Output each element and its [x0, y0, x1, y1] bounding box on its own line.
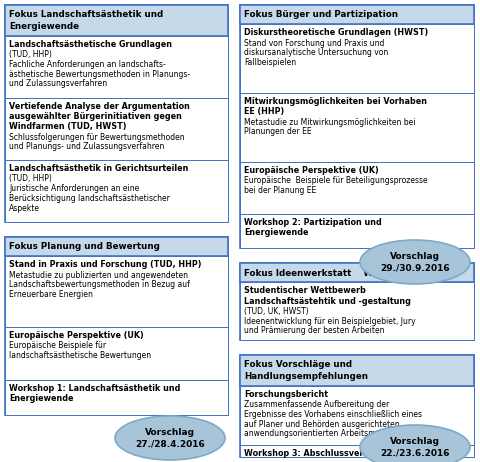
Text: Fokus Vorschläge und
Handlungsempfehlungen: Fokus Vorschläge und Handlungsempfehlung…: [244, 360, 368, 381]
Text: ausgewählter Bürgerinitiativen gegen: ausgewählter Bürgerinitiativen gegen: [9, 112, 182, 121]
Bar: [240, 263, 474, 282]
Text: ästhetische Bewertungsmethoden in Planungs-: ästhetische Bewertungsmethoden in Planun…: [9, 70, 190, 79]
Text: Landschaftsästehtik und -gestaltung: Landschaftsästehtik und -gestaltung: [244, 297, 411, 306]
Bar: [240, 5, 474, 24]
Ellipse shape: [115, 416, 225, 460]
Text: Landschaftsbewertungsmethoden in Bezug auf: Landschaftsbewertungsmethoden in Bezug a…: [9, 280, 190, 290]
Text: Fokus Ideenwerkstatt    WS 2016/17: Fokus Ideenwerkstatt WS 2016/17: [244, 268, 422, 277]
Text: Fokus Bürger und Partizipation: Fokus Bürger und Partizipation: [244, 10, 398, 19]
Bar: [5, 256, 228, 327]
Text: Schlussfolgerungen für Bewertungsmethoden: Schlussfolgerungen für Bewertungsmethode…: [9, 133, 185, 141]
Text: Landschaftsästhetik in Gerichtsurteilen: Landschaftsästhetik in Gerichtsurteilen: [9, 164, 188, 173]
Text: anwendungsorientierten Arbeitsmateriales: anwendungsorientierten Arbeitsmateriales: [244, 430, 409, 438]
Bar: [240, 263, 474, 340]
Text: bei der Planung EE: bei der Planung EE: [244, 186, 316, 195]
Text: Landschaftsästhetische Grundlagen: Landschaftsästhetische Grundlagen: [9, 40, 172, 49]
Bar: [240, 24, 474, 93]
Bar: [240, 386, 474, 445]
Bar: [5, 5, 228, 36]
Text: Metastudie zu Mitwirkungsmöglichkeiten bei: Metastudie zu Mitwirkungsmöglichkeiten b…: [244, 118, 416, 127]
Text: Stand von Forschung und Praxis und: Stand von Forschung und Praxis und: [244, 39, 384, 48]
Bar: [5, 5, 228, 222]
Text: Vorschlag
27./28.4.2016: Vorschlag 27./28.4.2016: [135, 428, 205, 448]
Bar: [240, 162, 474, 213]
Bar: [240, 5, 474, 248]
Text: Fokus Landschaftsästhetik und
Energiewende: Fokus Landschaftsästhetik und Energiewen…: [9, 11, 163, 30]
Bar: [5, 237, 228, 415]
Text: EE (HHP): EE (HHP): [244, 108, 284, 116]
Text: Fokus Planung und Bewertung: Fokus Planung und Bewertung: [9, 242, 160, 251]
Bar: [5, 327, 228, 380]
Text: Energiewende: Energiewende: [244, 228, 309, 237]
Bar: [240, 355, 474, 386]
Text: Workshop 3: Abschlussveranstaltung: Workshop 3: Abschlussveranstaltung: [244, 449, 412, 458]
Text: Metastudie zu publizierten und angewendeten: Metastudie zu publizierten und angewende…: [9, 271, 188, 280]
Bar: [5, 237, 228, 256]
Bar: [5, 98, 228, 160]
Text: Diskurstheoretische Grundlagen (HWST): Diskurstheoretische Grundlagen (HWST): [244, 29, 428, 37]
Bar: [240, 282, 474, 340]
Text: Ergebnisse des Vorhabens einschließlich eines: Ergebnisse des Vorhabens einschließlich …: [244, 410, 422, 419]
Text: Windfarmen (TUD, HWST): Windfarmen (TUD, HWST): [9, 122, 127, 131]
Text: Vertiefende Analyse der Argumentation: Vertiefende Analyse der Argumentation: [9, 102, 190, 111]
Text: und Planungs- und Zulassungsverfahren: und Planungs- und Zulassungsverfahren: [9, 142, 164, 152]
Text: Mitwirkungsmöglichkeiten bei Vorhaben: Mitwirkungsmöglichkeiten bei Vorhaben: [244, 97, 427, 106]
Bar: [5, 36, 228, 98]
Text: Studentischer Wettbewerb: Studentischer Wettbewerb: [244, 286, 366, 296]
Text: Planungen der EE: Planungen der EE: [244, 128, 312, 136]
Text: Ideenentwicklung für ein Beispielgebiet, Jury: Ideenentwicklung für ein Beispielgebiet,…: [244, 316, 416, 326]
Bar: [240, 93, 474, 162]
Text: Europäische  Beispiele für Beteiligungsprozesse: Europäische Beispiele für Beteiligungspr…: [244, 176, 428, 185]
Bar: [5, 160, 228, 222]
Text: Juristische Anforderungen an eine: Juristische Anforderungen an eine: [9, 184, 139, 193]
Text: Fallbeispielen: Fallbeispielen: [244, 58, 296, 67]
Text: Europäische Perspektive (UK): Europäische Perspektive (UK): [9, 331, 144, 340]
Text: Workshop 2: Partizipation und: Workshop 2: Partizipation und: [244, 218, 382, 227]
Text: Erneuerbare Energien: Erneuerbare Energien: [9, 290, 93, 299]
Text: auf Planer und Behörden ausgerichteten,: auf Planer und Behörden ausgerichteten,: [244, 419, 402, 429]
Text: Fachliche Anforderungen an landschafts-: Fachliche Anforderungen an landschafts-: [9, 60, 166, 69]
Text: Aspekte: Aspekte: [9, 203, 40, 213]
Ellipse shape: [360, 240, 470, 284]
Text: (TUD, UK, HWST): (TUD, UK, HWST): [244, 307, 309, 316]
Text: Europäische Perspektive (UK): Europäische Perspektive (UK): [244, 166, 379, 175]
Text: und Prämierung der besten Arbeiten: und Prämierung der besten Arbeiten: [244, 327, 384, 335]
Text: Workshop 1: Landschaftsästhetik und: Workshop 1: Landschaftsästhetik und: [9, 384, 180, 393]
Text: Vorschlag
29./30.9.2016: Vorschlag 29./30.9.2016: [380, 252, 450, 272]
Bar: [240, 355, 474, 457]
Text: Energiewende: Energiewende: [9, 394, 73, 403]
Text: Forschungsbericht: Forschungsbericht: [244, 390, 328, 399]
Text: und Zulassungsverfahren: und Zulassungsverfahren: [9, 79, 107, 89]
Text: diskursanalytische Untersuchung von: diskursanalytische Untersuchung von: [244, 49, 388, 57]
Bar: [5, 380, 228, 415]
Text: Europäische Beispiele für: Europäische Beispiele für: [9, 341, 106, 350]
Text: Stand in Praxis und Forschung (TUD, HHP): Stand in Praxis und Forschung (TUD, HHP): [9, 261, 202, 269]
Text: Vorschlag
22./23.6.2016: Vorschlag 22./23.6.2016: [380, 437, 450, 457]
Bar: [240, 213, 474, 248]
Text: landschaftsästhetische Bewertungen: landschaftsästhetische Bewertungen: [9, 351, 151, 360]
Text: (TUD, HHP): (TUD, HHP): [9, 174, 52, 183]
Bar: [240, 445, 474, 457]
Text: Berücksichtigung landschaftsästhetischer: Berücksichtigung landschaftsästhetischer: [9, 194, 170, 203]
Text: (TUD, HHP): (TUD, HHP): [9, 50, 52, 59]
Text: Zusammenfassende Aufbereitung der: Zusammenfassende Aufbereitung der: [244, 400, 389, 409]
Ellipse shape: [360, 425, 470, 462]
